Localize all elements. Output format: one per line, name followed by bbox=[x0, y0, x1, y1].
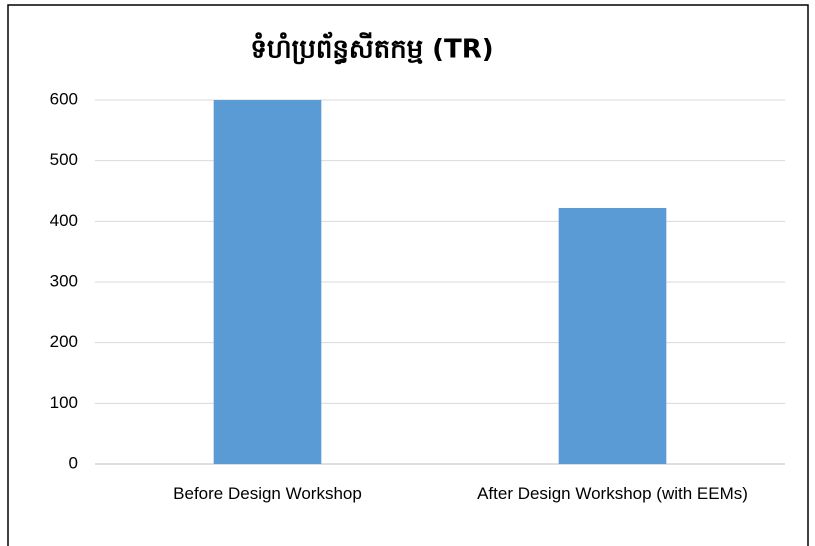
y-tick-label: 300 bbox=[50, 271, 78, 290]
y-tick-label: 400 bbox=[50, 211, 78, 230]
bar bbox=[558, 207, 667, 464]
x-tick-label: After Design Workshop (with EEMs) bbox=[477, 484, 748, 503]
y-tick-label: 600 bbox=[50, 89, 78, 108]
y-tick-label: 100 bbox=[50, 393, 78, 412]
bar bbox=[213, 100, 322, 464]
chart-border bbox=[7, 4, 809, 546]
y-tick-label: 500 bbox=[50, 150, 78, 169]
y-tick-label: 200 bbox=[50, 332, 78, 351]
y-tick-label: 0 bbox=[69, 453, 78, 472]
x-tick-label: Before Design Workshop bbox=[173, 484, 362, 503]
chart-title: ទំហំប្រព័ន្ធសីតកម្ម (TR) bbox=[250, 32, 493, 65]
